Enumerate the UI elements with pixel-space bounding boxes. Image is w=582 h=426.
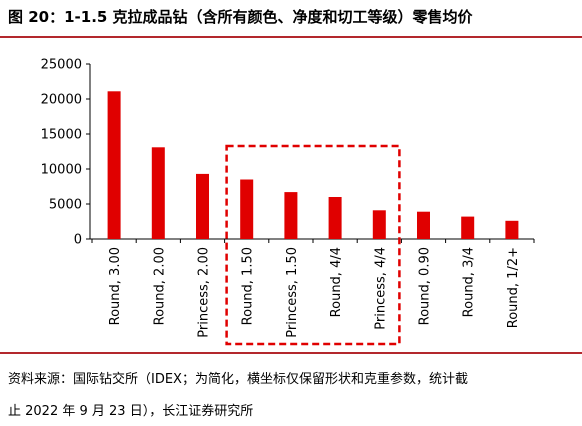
- chart-title: 图 20：1-1.5 克拉成品钻（含所有颜色、净度和切工等级）零售均价: [8, 8, 473, 26]
- highlight-dashed-box: [225, 144, 401, 346]
- x-category-label: Princess, 4/4: [373, 247, 388, 330]
- x-category-label: Round, 4/4: [329, 247, 344, 317]
- bar-chart: 0 5000 10000 15000 20000 25000 Round, 3.00 Roun…: [41, 58, 535, 346]
- bar: [505, 220, 519, 239]
- y-tick-label: 20000: [41, 93, 82, 108]
- bar: [284, 192, 298, 239]
- bottom-rule: [0, 352, 582, 354]
- bar: [461, 216, 475, 239]
- bar: [107, 91, 121, 239]
- bar: [417, 211, 430, 239]
- y-tick-label: 0: [74, 233, 82, 248]
- x-category-label: Princess, 1.50: [285, 247, 300, 338]
- x-category-label: Round, 2.00: [152, 247, 167, 325]
- source-note-line-1: 资料来源：国际钻交所（IDEX；为简化，横坐标仅保留形状和克重参数，统计截: [8, 372, 468, 387]
- x-category-label: Princess, 2.00: [197, 247, 212, 338]
- x-category-label: Round, 0.90: [418, 247, 433, 325]
- top-rule: [0, 36, 582, 38]
- y-tick-label: 10000: [41, 163, 82, 178]
- bar: [151, 147, 165, 239]
- x-category-label: Round, 1.50: [241, 247, 256, 325]
- bar: [372, 210, 386, 239]
- y-tick-label: 25000: [41, 58, 82, 73]
- bar: [328, 197, 342, 239]
- source-note-line-2: 止 2022 年 9 月 23 日），长江证券研究所: [8, 404, 254, 419]
- bar: [196, 173, 209, 239]
- y-tick-label: 5000: [49, 198, 82, 213]
- x-category-label: Round, 1/2+: [506, 247, 521, 328]
- x-category-label: Round, 3/4: [462, 247, 477, 317]
- x-category-label: Round, 3.00: [108, 247, 123, 325]
- y-tick-label: 15000: [41, 128, 82, 143]
- bar: [240, 179, 254, 239]
